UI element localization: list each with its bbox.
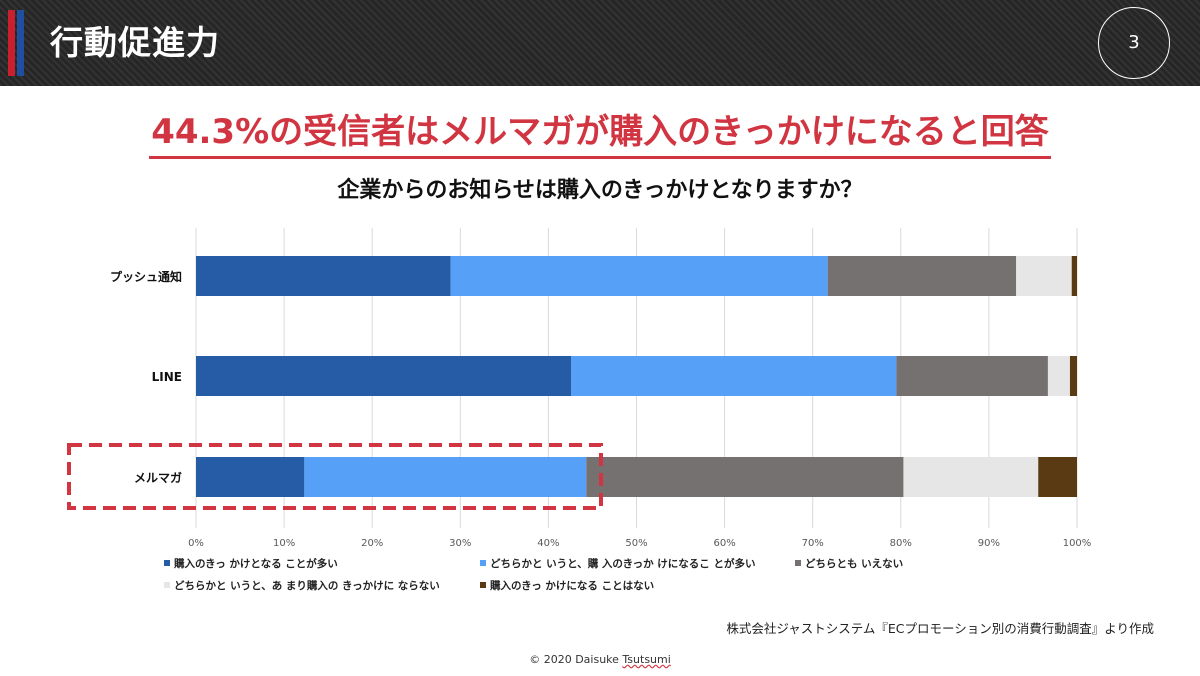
legend-swatch xyxy=(480,582,486,588)
legend-label: 購入のきっ かけとなる ことが多い xyxy=(173,557,338,570)
source-note: 株式会社ジャストシステム『ECプロモーション別の消費行動調査』より作成 xyxy=(726,621,1154,636)
bar-segment xyxy=(903,457,1039,497)
red-accent-stripe xyxy=(8,10,15,76)
chart-title: 企業からのお知らせは購入のきっかけとなりますか？ xyxy=(337,178,863,203)
legend-label: どちらかと いうと、購 入のきっか けになるこ とが多い xyxy=(490,557,755,570)
bar-segment xyxy=(450,256,828,296)
headline-text: 44.3%の受信者はメルマガが購入のきっかけになると回答 xyxy=(149,104,1051,159)
copyright-prefix: © 2020 Daisuke xyxy=(529,653,623,666)
legend-swatch xyxy=(164,560,170,566)
legend-swatch xyxy=(164,582,170,588)
slide-title: 行動促進力 xyxy=(50,23,220,62)
x-tick-label: 70% xyxy=(802,538,824,549)
bar-segment xyxy=(1047,356,1070,396)
bar-segment xyxy=(196,256,451,296)
bar-segment xyxy=(586,457,904,497)
x-tick-label: 40% xyxy=(537,538,559,549)
x-tick-label: 20% xyxy=(361,538,383,549)
bar-segment xyxy=(1038,457,1077,497)
x-tick-label: 30% xyxy=(449,538,471,549)
copyright: © 2020 Daisuke Tsutsumi xyxy=(0,653,1200,666)
x-tick-label: 80% xyxy=(890,538,912,549)
headline: 44.3%の受信者はメルマガが購入のきっかけになると回答 xyxy=(0,104,1200,159)
highlight-box xyxy=(67,443,603,510)
legend-swatch xyxy=(480,560,486,566)
legend-swatch xyxy=(795,560,801,566)
bar-segment xyxy=(1071,256,1077,296)
bar-segment xyxy=(304,457,587,497)
x-tick-label: 100% xyxy=(1063,538,1092,549)
x-tick-label: 50% xyxy=(625,538,647,549)
copyright-surname: Tsutsumi xyxy=(622,653,671,666)
header-bar: 行動促進力 3 xyxy=(0,0,1200,86)
bar-segment xyxy=(196,457,305,497)
blue-accent-stripe xyxy=(17,10,24,76)
legend-label: 購入のきっ かけになる ことはない xyxy=(489,579,654,592)
bar-segment xyxy=(196,356,572,396)
bar-segment xyxy=(1016,256,1072,296)
category-label: LINE xyxy=(152,370,182,384)
bar-segment xyxy=(827,256,1017,296)
x-tick-label: 60% xyxy=(713,538,735,549)
category-label: メルマガ xyxy=(134,470,182,485)
legend-label: どちらかと いうと、あ まり購入の きっかけに ならない xyxy=(174,579,440,592)
x-tick-label: 10% xyxy=(273,538,295,549)
bar-segment xyxy=(1069,356,1077,396)
x-tick-label: 0% xyxy=(188,538,204,549)
bar-segment xyxy=(896,356,1048,396)
category-label: プッシュ通知 xyxy=(110,269,182,284)
page-number: 3 xyxy=(1098,7,1170,79)
legend-label: どちらとも いえない xyxy=(805,557,903,570)
bar-segment xyxy=(571,356,897,396)
x-tick-label: 90% xyxy=(978,538,1000,549)
